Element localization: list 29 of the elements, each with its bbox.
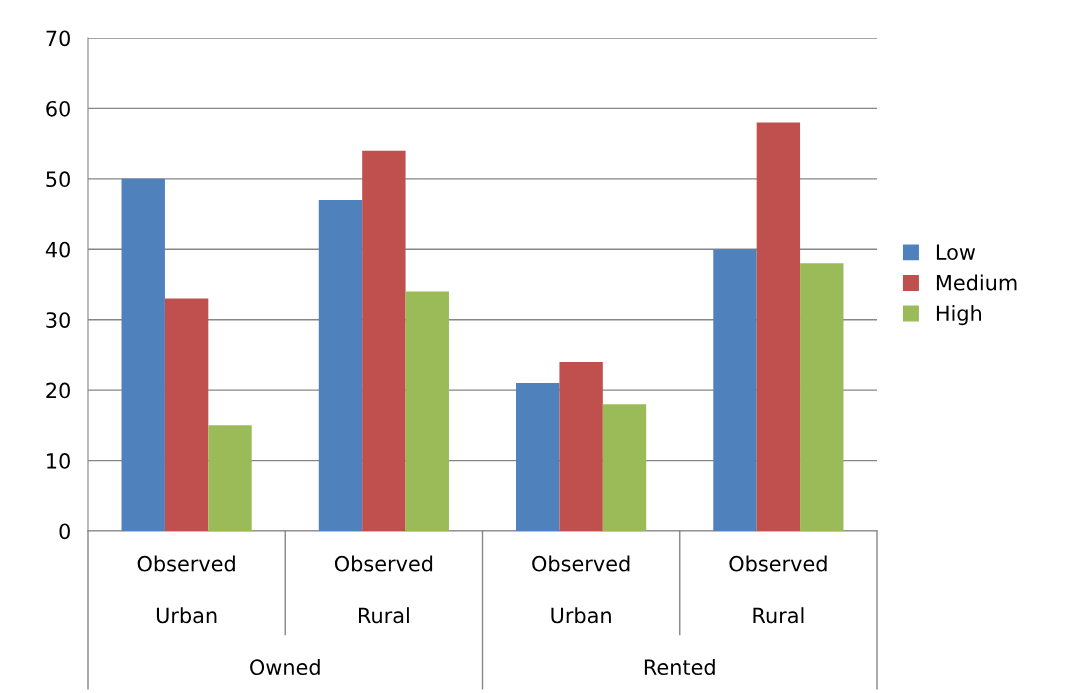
bar	[602, 404, 647, 531]
category-label: Observed Rural	[729, 555, 827, 624]
bar	[713, 249, 757, 531]
text: Rented	[644, 658, 715, 676]
category-label: Observed Urban	[137, 555, 235, 624]
bar	[121, 178, 165, 531]
legend-label: Low	[936, 244, 976, 260]
bar	[800, 263, 844, 531]
bar	[164, 298, 209, 531]
bar	[559, 361, 603, 531]
legend-label: Medium	[936, 274, 1017, 291]
y-tick-label: 10	[47, 453, 70, 469]
bar	[362, 150, 406, 531]
bar	[405, 291, 449, 531]
text: Owned	[250, 658, 320, 676]
y-tick-label: 50	[46, 171, 70, 188]
bar	[208, 425, 252, 531]
y-tick-label: 70	[46, 30, 70, 47]
bar	[516, 383, 560, 531]
y-tick-label: 40	[45, 241, 70, 258]
y-tick-label: 30	[46, 312, 70, 328]
legend-label: High	[936, 305, 981, 326]
y-tick-label: 20	[46, 382, 70, 399]
category-label: Observed Rural	[334, 555, 433, 624]
y-tick-label: 0	[59, 523, 70, 540]
bar	[318, 199, 363, 531]
bar	[756, 122, 801, 531]
category-label: Observed Urban	[532, 555, 630, 624]
y-tick-label: 60	[46, 100, 70, 117]
